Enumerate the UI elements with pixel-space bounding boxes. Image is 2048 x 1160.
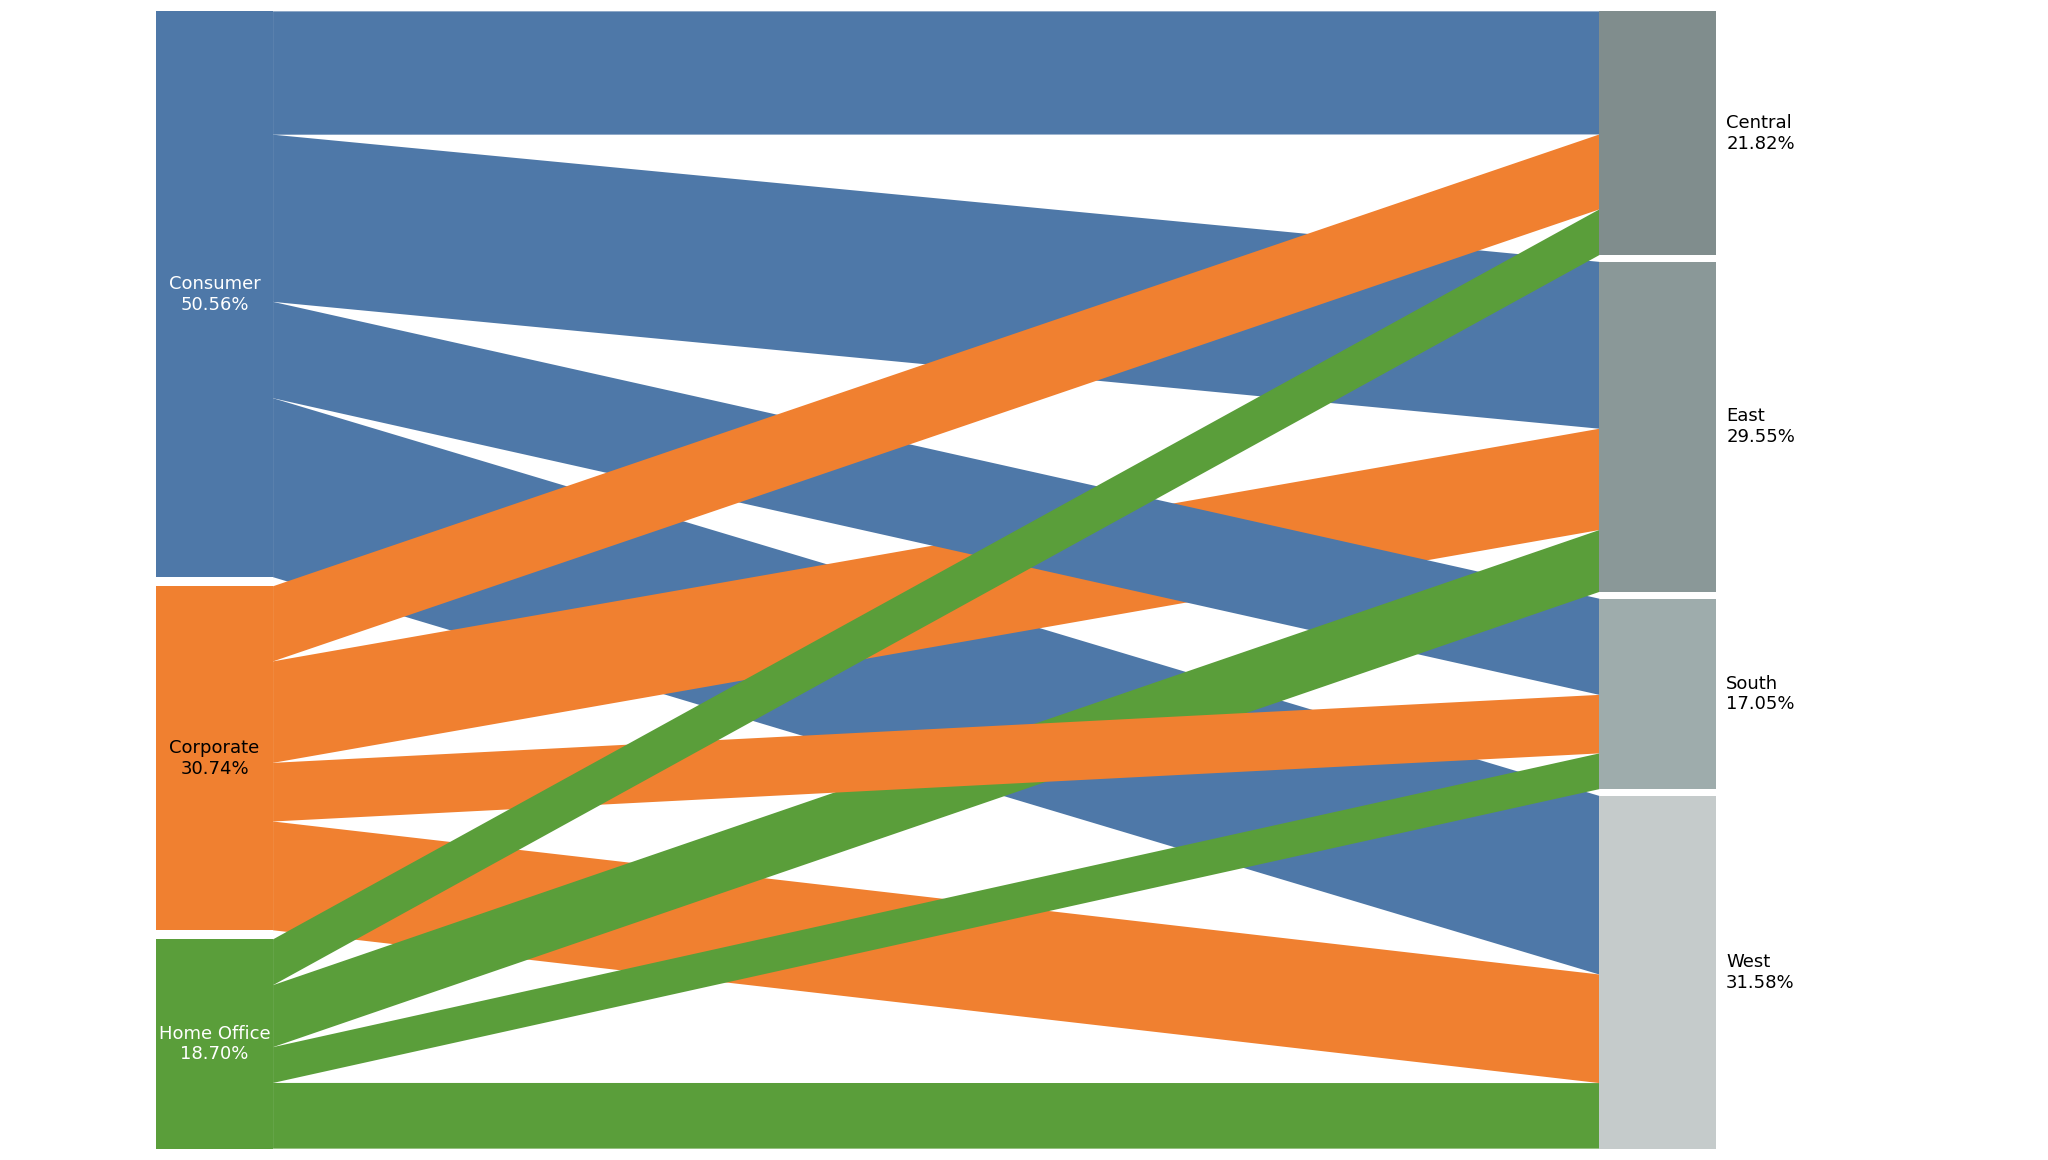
Text: West
31.58%: West 31.58%: [1726, 952, 1794, 992]
Polygon shape: [272, 429, 1599, 763]
Text: Consumer
50.56%: Consumer 50.56%: [168, 275, 260, 313]
Polygon shape: [272, 135, 1599, 429]
Polygon shape: [272, 695, 1599, 821]
Text: East
29.55%: East 29.55%: [1726, 407, 1794, 447]
Polygon shape: [272, 12, 1599, 135]
Polygon shape: [272, 1083, 1599, 1148]
Polygon shape: [272, 530, 1599, 1047]
Text: Home Office
18.70%: Home Office 18.70%: [160, 1024, 270, 1064]
Polygon shape: [272, 302, 1599, 695]
Text: South
17.05%: South 17.05%: [1726, 674, 1794, 713]
Polygon shape: [272, 753, 1599, 1083]
Polygon shape: [272, 398, 1599, 974]
Polygon shape: [272, 135, 1599, 661]
Text: Corporate
30.74%: Corporate 30.74%: [170, 739, 260, 777]
Text: Central
21.82%: Central 21.82%: [1726, 114, 1794, 153]
Polygon shape: [272, 821, 1599, 1083]
Polygon shape: [272, 209, 1599, 985]
